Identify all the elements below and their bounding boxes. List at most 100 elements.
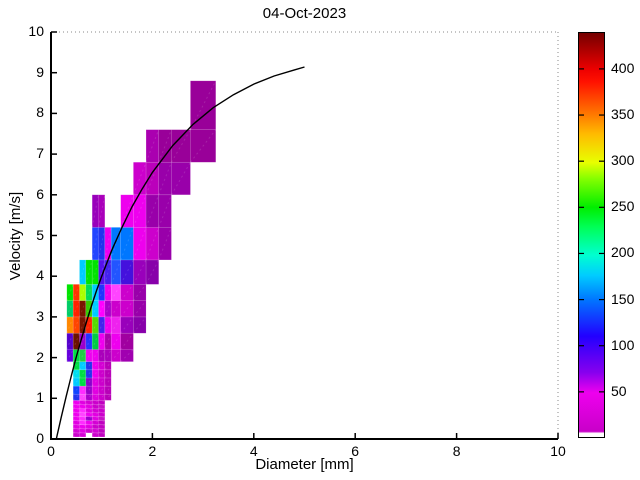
cell-texture-line: [132, 284, 147, 301]
y-tick-label: 5: [36, 226, 44, 243]
cell-texture-line: [79, 393, 87, 401]
heatmap-cell: [72, 420, 80, 426]
heatmap-cell: [72, 404, 80, 409]
y-tick-label: 6: [36, 185, 44, 202]
cell-texture-line: [85, 332, 93, 350]
cell-texture-line: [79, 428, 87, 434]
heatmap-cell: [104, 369, 112, 379]
y-tick-label: 0: [36, 430, 44, 446]
heatmap-cell: [85, 259, 93, 285]
cell-texture-line: [145, 129, 160, 163]
heatmap-cell: [79, 393, 87, 401]
heatmap-cell: [72, 393, 80, 401]
cell-texture-line: [98, 424, 106, 430]
heatmap-cell: [91, 412, 99, 417]
heatmap-cell: [85, 424, 93, 430]
heatmap-cell: [85, 428, 93, 434]
heatmap-cell: [120, 316, 134, 334]
heatmap-cell: [110, 259, 122, 285]
cell-texture-line: [79, 420, 87, 426]
heatmap-cell: [104, 259, 112, 285]
cell-texture-line: [91, 408, 99, 413]
heatmap-cell: [98, 428, 106, 434]
heatmap-cell: [98, 416, 106, 421]
heatmap-cell: [79, 408, 87, 413]
cell-texture-line: [85, 416, 93, 422]
cell-texture-line: [104, 377, 112, 387]
heatmap-cell: [104, 361, 112, 371]
cell-texture-line: [91, 399, 99, 405]
heatmap-cell: [91, 408, 99, 413]
cell-texture-line: [98, 420, 106, 426]
heatmap-cell: [98, 369, 106, 379]
heatmap-cell: [79, 259, 87, 285]
heatmap-cell: [91, 316, 99, 334]
heatmap-cell: [79, 300, 87, 318]
cell-texture-line: [158, 162, 172, 195]
heatmap-cell: [145, 259, 160, 285]
cell-texture-line: [104, 284, 112, 301]
cell-texture-line: [104, 349, 112, 362]
heatmap-cell: [79, 349, 87, 362]
cell-texture-line: [85, 316, 93, 334]
heatmap-cell: [72, 369, 80, 379]
cell-texture-line: [91, 316, 99, 334]
cell-texture-line: [72, 420, 80, 426]
heatmap-cell: [72, 385, 80, 395]
heatmap-cell: [91, 227, 99, 261]
heatmap-cell: [133, 300, 147, 318]
heatmap-cell: [72, 412, 80, 417]
cell-texture-line: [132, 194, 147, 228]
cell-texture-line: [98, 349, 106, 362]
heatmap-cell: [91, 424, 99, 430]
cell-texture-line: [72, 300, 80, 318]
cell-texture-line: [66, 284, 74, 301]
heatmap-cell: [98, 227, 106, 261]
cell-texture-line: [66, 332, 74, 350]
cell-texture-line: [145, 227, 160, 261]
heatmap-cell: [91, 300, 99, 318]
heatmap-cell: [85, 412, 93, 417]
heatmap-cell: [104, 300, 112, 318]
cell-texture-line: [145, 194, 160, 228]
cell-texture-line: [85, 361, 93, 371]
cell-texture-line: [66, 316, 74, 334]
cell-texture-line: [79, 432, 87, 438]
cell-texture-line: [98, 428, 106, 434]
x-tick-label: 0: [47, 443, 55, 459]
cell-texture-line: [85, 385, 93, 395]
heatmap-cell: [72, 332, 80, 350]
heatmap-cell: [98, 432, 106, 438]
heatmap-cell: [66, 316, 74, 334]
heatmap-cell: [120, 227, 134, 261]
cell-texture-line: [72, 284, 80, 301]
heatmap-cell: [145, 161, 160, 196]
colorbar-tick-label: 50: [611, 382, 627, 399]
cell-texture-line: [110, 284, 122, 301]
cell-texture-line: [170, 161, 191, 196]
cell-texture-line: [66, 300, 74, 318]
cell-texture-line: [98, 432, 106, 438]
heatmap-cell: [79, 424, 87, 430]
cell-texture-line: [110, 349, 122, 362]
cell-texture-line: [91, 424, 99, 430]
y-tick-label: 2: [36, 348, 44, 365]
colorbar-tick-label: 300: [611, 152, 635, 169]
cell-texture-line: [72, 316, 80, 334]
heatmap-cell: [171, 161, 191, 196]
cell-texture-line: [72, 432, 80, 438]
heatmap-cell: [98, 259, 106, 285]
heatmap-cell: [72, 377, 80, 387]
heatmap-cell: [98, 400, 106, 405]
colorbar-tick-label: 400: [611, 59, 635, 76]
heatmap-cell: [110, 300, 122, 318]
cell-texture-line: [104, 259, 112, 285]
heatmap-cell: [98, 412, 106, 417]
y-tick-label: 9: [36, 63, 44, 80]
heatmap-cell: [98, 404, 106, 409]
heatmap-cell: [98, 316, 106, 334]
cell-texture-line: [98, 408, 106, 413]
cell-texture-line: [110, 332, 122, 350]
heatmap-cell: [79, 420, 87, 426]
